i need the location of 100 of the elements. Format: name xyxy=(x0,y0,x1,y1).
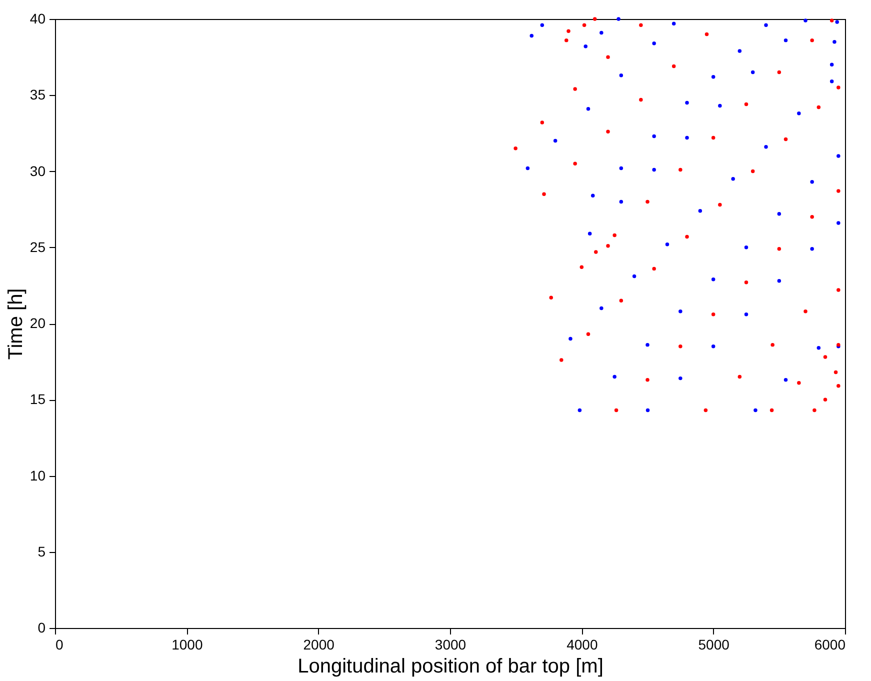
point xyxy=(646,342,650,347)
point xyxy=(652,266,656,271)
point xyxy=(672,64,676,68)
x-tick-label: 4000 xyxy=(566,636,598,652)
point xyxy=(678,309,682,314)
point xyxy=(678,344,682,348)
y-tick-label: 40 xyxy=(30,10,46,26)
point xyxy=(652,168,656,172)
y-tick-label: 15 xyxy=(30,391,46,408)
point xyxy=(646,200,650,204)
point xyxy=(652,41,656,46)
point xyxy=(711,344,716,348)
point xyxy=(540,23,544,27)
point xyxy=(580,265,584,270)
point xyxy=(606,130,610,134)
point xyxy=(578,408,582,412)
point xyxy=(823,355,828,359)
point xyxy=(777,70,782,74)
point xyxy=(553,138,558,143)
point xyxy=(718,202,722,207)
point xyxy=(639,98,643,102)
point xyxy=(573,87,577,91)
point xyxy=(711,74,716,79)
point xyxy=(770,342,774,347)
point xyxy=(614,408,618,412)
point xyxy=(685,136,689,140)
point xyxy=(540,120,544,124)
point xyxy=(526,166,530,170)
point xyxy=(612,233,616,238)
point xyxy=(823,398,828,402)
point xyxy=(784,38,788,42)
point xyxy=(738,49,742,53)
point xyxy=(835,20,839,24)
point xyxy=(619,200,624,204)
point xyxy=(616,17,620,21)
x-axis-title: Longitudinal position of bar top [m] xyxy=(298,656,604,678)
y-tick-label: 35 xyxy=(30,86,46,103)
point xyxy=(594,250,598,254)
point xyxy=(744,102,748,106)
point xyxy=(652,134,656,138)
point xyxy=(600,306,604,310)
point xyxy=(711,136,716,140)
x-tick-label: 6000 xyxy=(814,636,846,652)
point xyxy=(744,312,748,316)
point xyxy=(704,32,709,36)
point xyxy=(836,288,840,292)
point xyxy=(678,168,682,172)
point xyxy=(564,38,568,42)
point xyxy=(632,274,636,278)
point xyxy=(804,309,808,314)
x-tick-label: 2000 xyxy=(303,636,335,652)
point xyxy=(731,176,735,181)
point xyxy=(619,298,624,303)
point xyxy=(588,232,592,236)
x-tick-label: 3000 xyxy=(434,636,466,652)
point xyxy=(646,408,650,412)
point xyxy=(816,105,821,110)
point xyxy=(566,29,570,34)
point xyxy=(514,146,518,150)
point xyxy=(754,408,758,412)
point xyxy=(704,408,708,412)
point xyxy=(810,180,814,184)
point xyxy=(770,408,774,412)
point xyxy=(830,80,834,84)
y-tick-label: 5 xyxy=(38,543,46,560)
point xyxy=(698,208,702,213)
point xyxy=(810,247,814,251)
x-tick-label: 1000 xyxy=(172,636,203,652)
point xyxy=(836,86,840,90)
point xyxy=(784,137,788,142)
point xyxy=(560,358,564,362)
point xyxy=(810,38,814,42)
point xyxy=(744,280,748,284)
y-tick-label: 20 xyxy=(30,315,46,331)
point xyxy=(665,242,670,246)
point xyxy=(711,277,716,282)
y-tick-label: 25 xyxy=(30,238,46,255)
point xyxy=(797,112,801,116)
point xyxy=(711,312,716,316)
point xyxy=(816,346,821,350)
y-tick-label: 30 xyxy=(30,162,46,179)
point xyxy=(590,194,595,198)
point xyxy=(586,106,590,111)
point xyxy=(619,166,624,170)
point xyxy=(685,100,689,105)
point xyxy=(750,169,755,174)
point xyxy=(542,192,546,196)
point xyxy=(812,408,816,412)
point xyxy=(573,162,577,166)
x-tick-label: 5000 xyxy=(698,636,730,652)
point xyxy=(549,296,553,300)
point xyxy=(784,378,788,382)
y-axis-title: Time [h] xyxy=(4,288,27,360)
y-tick-label: 0 xyxy=(38,620,46,636)
point xyxy=(606,55,610,59)
point xyxy=(606,244,610,248)
point xyxy=(836,189,840,193)
point xyxy=(600,30,604,35)
point xyxy=(530,34,534,38)
point xyxy=(832,40,836,44)
